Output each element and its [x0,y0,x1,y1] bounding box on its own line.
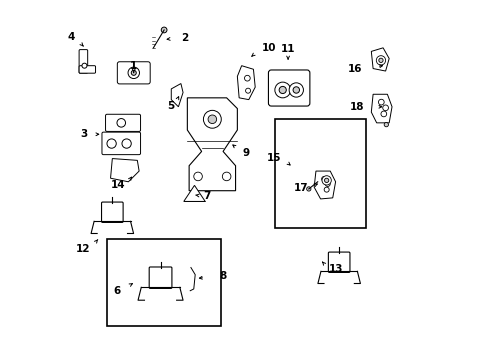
Text: 17: 17 [293,183,308,193]
FancyBboxPatch shape [102,202,123,222]
Text: 10: 10 [261,43,276,53]
Text: 8: 8 [219,271,226,281]
Bar [274,119,365,228]
Text: 11: 11 [280,44,295,54]
Circle shape [128,67,139,78]
Circle shape [378,99,384,105]
Circle shape [245,88,250,93]
FancyBboxPatch shape [79,50,87,73]
Text: 16: 16 [347,64,362,74]
FancyBboxPatch shape [102,132,140,155]
Text: 14: 14 [111,180,125,190]
Text: 7: 7 [203,191,210,201]
Circle shape [222,172,230,181]
Text: 5: 5 [166,102,174,111]
Circle shape [288,83,303,97]
Circle shape [193,172,202,181]
Circle shape [117,118,125,127]
Polygon shape [171,84,183,107]
Bar [107,239,221,327]
FancyBboxPatch shape [79,66,95,73]
Circle shape [306,187,310,191]
Circle shape [382,105,387,111]
Circle shape [322,176,331,185]
Circle shape [274,82,290,98]
Circle shape [122,139,131,148]
Circle shape [384,122,387,127]
Circle shape [292,87,299,93]
Circle shape [107,139,116,148]
FancyBboxPatch shape [268,70,309,106]
FancyBboxPatch shape [149,267,172,288]
Polygon shape [370,48,388,71]
Text: 13: 13 [328,264,342,274]
Polygon shape [237,66,255,100]
Circle shape [324,178,328,183]
Circle shape [203,111,221,128]
Circle shape [376,56,385,65]
Circle shape [325,181,329,186]
Text: 18: 18 [349,102,364,112]
Circle shape [82,63,87,68]
Circle shape [244,75,250,81]
Text: 1: 1 [130,61,137,71]
Text: 15: 15 [266,153,281,163]
FancyBboxPatch shape [328,252,349,273]
Text: 3: 3 [80,129,87,139]
Polygon shape [110,158,139,182]
FancyBboxPatch shape [117,62,150,84]
Polygon shape [370,94,391,123]
Text: 12: 12 [76,244,90,253]
Circle shape [324,187,328,192]
Text: 2: 2 [181,33,188,43]
Circle shape [378,58,382,63]
Circle shape [161,27,166,33]
Circle shape [279,86,285,94]
Circle shape [207,115,216,123]
Circle shape [321,176,326,181]
Polygon shape [187,98,237,191]
Polygon shape [313,171,335,199]
Text: 4: 4 [67,32,75,42]
Circle shape [131,70,136,75]
Text: 9: 9 [242,148,249,158]
Text: 6: 6 [113,286,120,296]
FancyBboxPatch shape [105,114,140,131]
Polygon shape [183,185,205,202]
Circle shape [380,111,386,117]
